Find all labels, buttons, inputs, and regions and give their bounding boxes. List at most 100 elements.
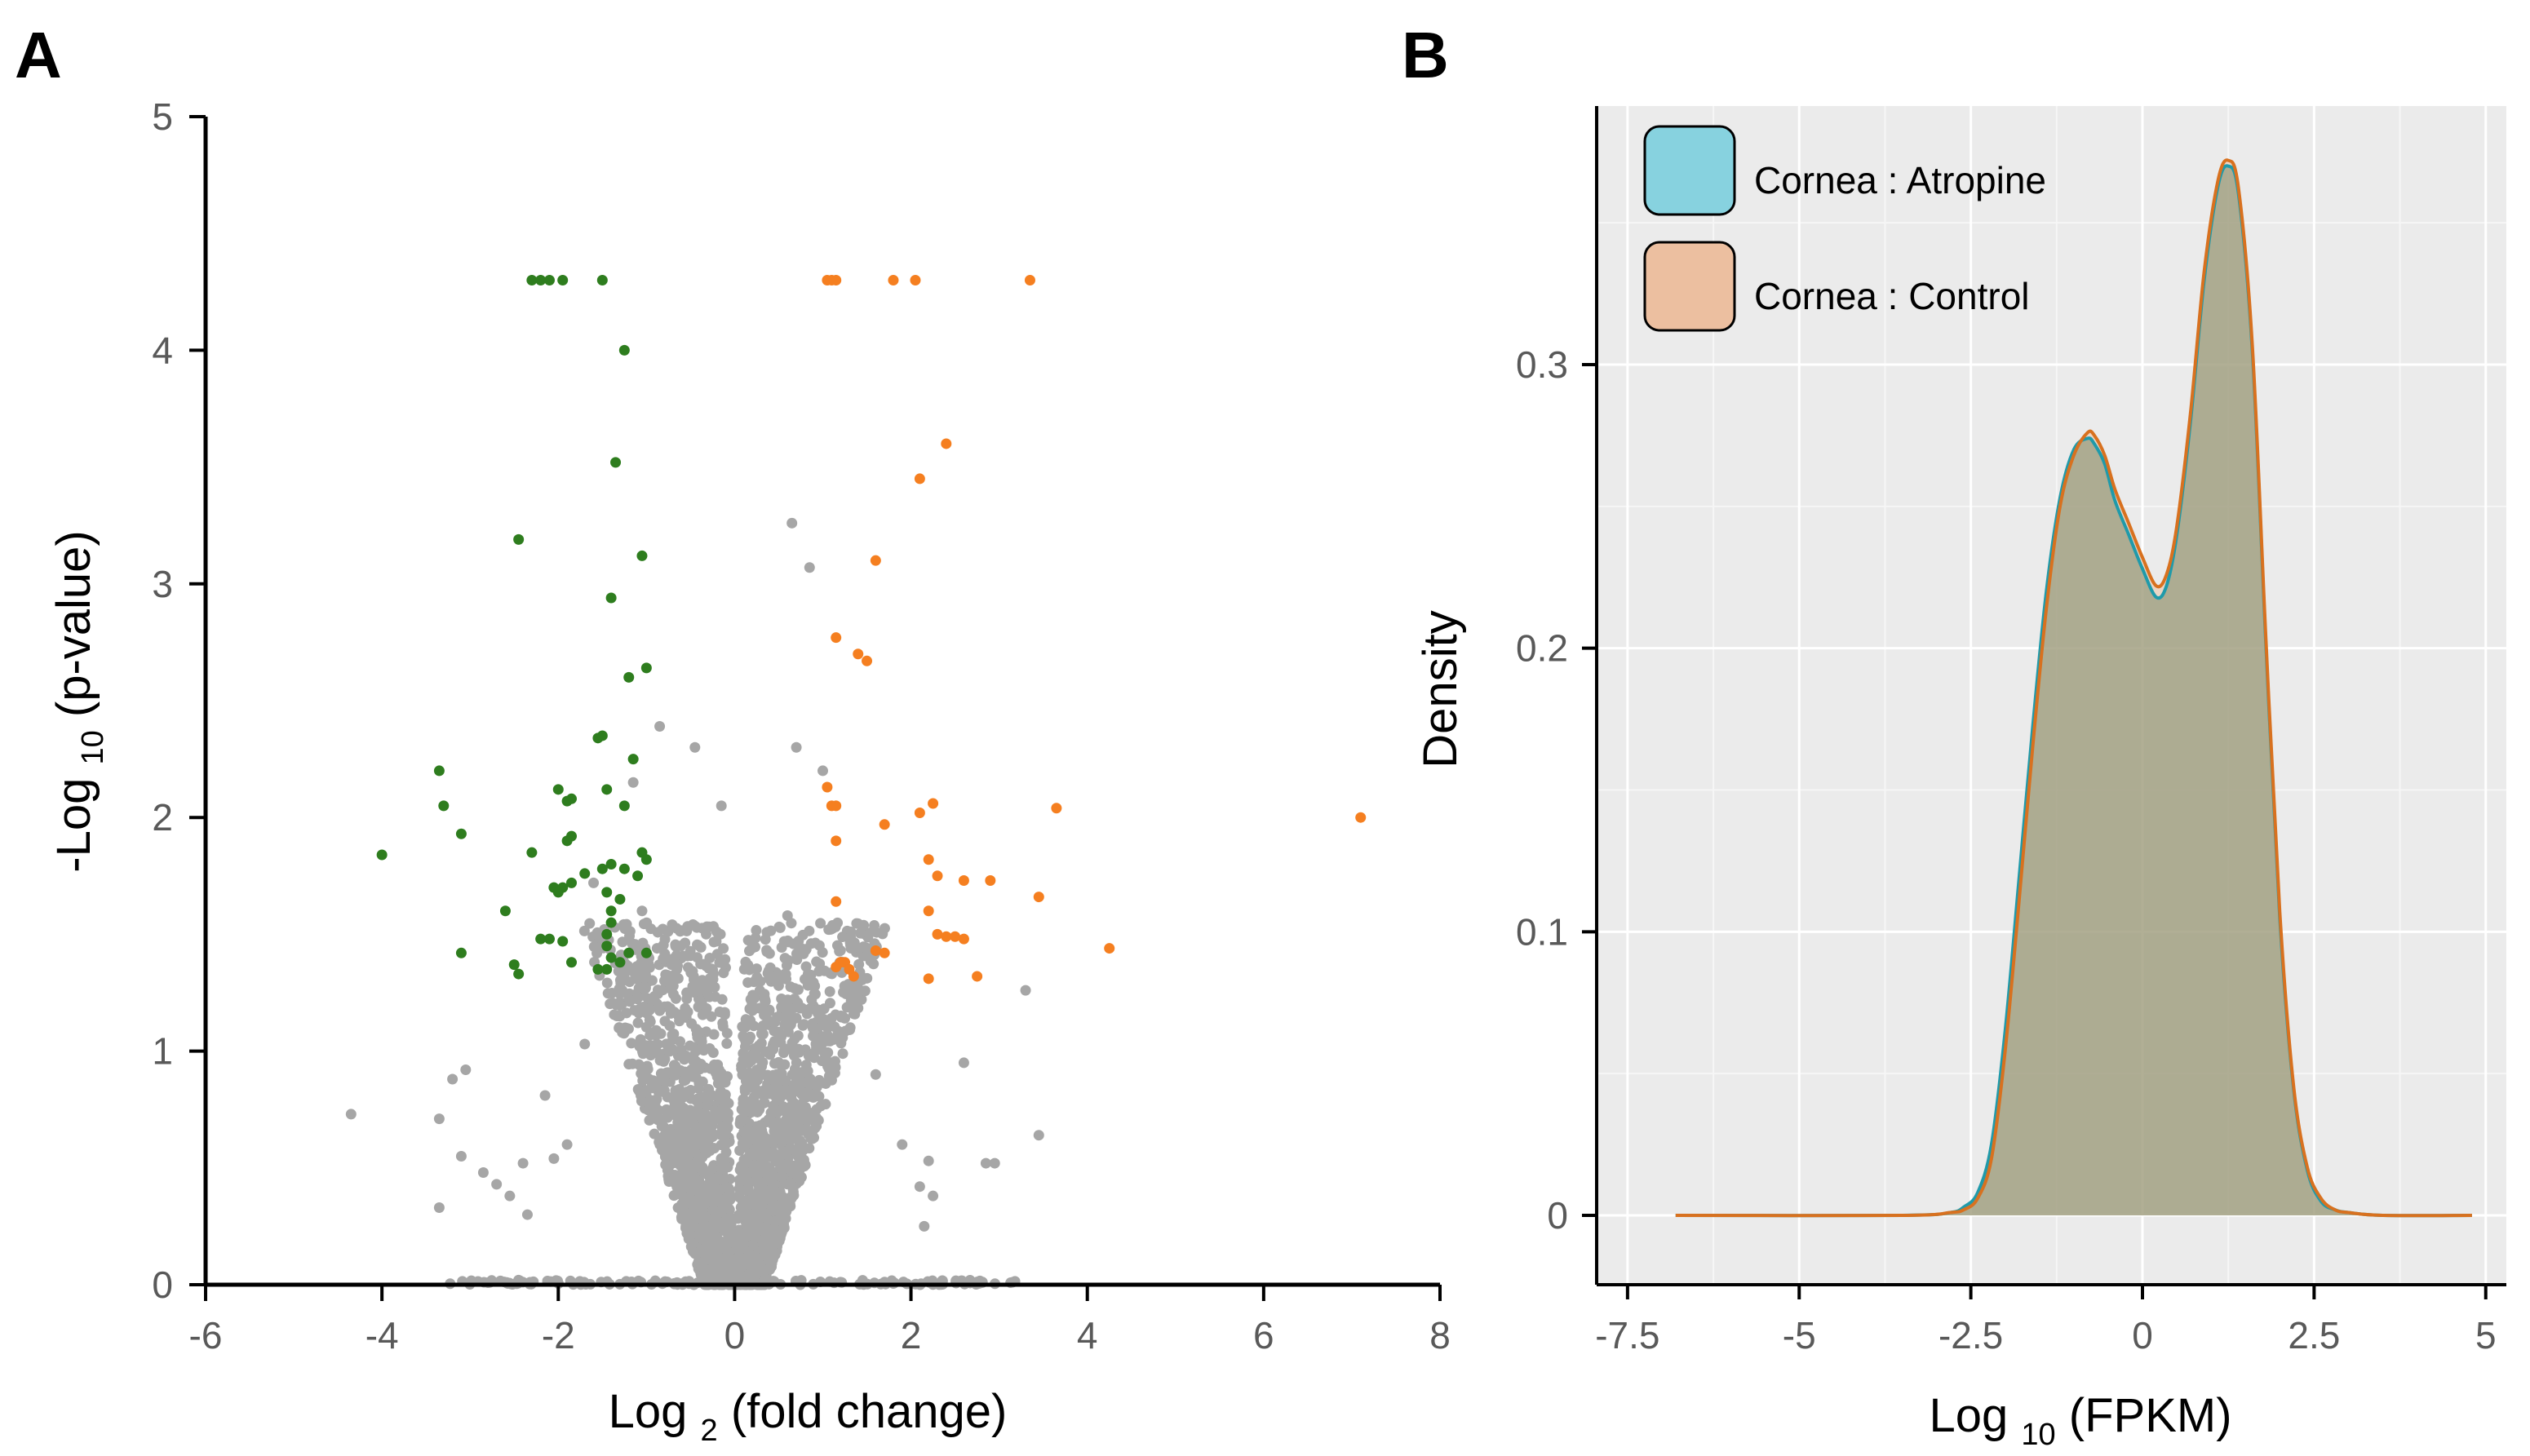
down-point: [596, 730, 608, 741]
ns-point: [879, 923, 890, 934]
ns-point: [652, 985, 663, 996]
ns-point: [747, 989, 759, 1001]
ns-point: [721, 1038, 733, 1049]
ns-point: [769, 1076, 781, 1087]
ns-point: [678, 1191, 689, 1202]
ns-point: [817, 765, 828, 777]
ns-point: [768, 1107, 779, 1118]
up-point: [958, 875, 969, 887]
ns-point: [852, 995, 863, 1007]
ns-point: [693, 1138, 705, 1149]
down-point: [632, 870, 644, 882]
ns-point: [837, 1011, 849, 1022]
ns-point: [687, 1071, 698, 1082]
ns-point: [720, 1252, 732, 1263]
volcano-y-ticks: 0 1 2 3 4 5: [152, 95, 206, 1306]
ns-point: [710, 1257, 721, 1268]
up-point: [932, 870, 943, 882]
ns-point: [989, 1157, 1000, 1169]
ns-point: [758, 1139, 769, 1150]
ns-point: [647, 1108, 658, 1119]
ns-point: [521, 1209, 533, 1220]
ns-point: [782, 909, 793, 921]
ns-point: [719, 1093, 730, 1104]
ns-point: [636, 905, 648, 917]
down-point: [601, 940, 613, 952]
up-point: [862, 655, 873, 666]
up-point: [985, 875, 996, 887]
ns-point: [958, 1057, 969, 1069]
ns-point: [640, 983, 651, 994]
ns-point: [829, 1060, 840, 1071]
ns-point: [782, 935, 794, 946]
ns-point: [788, 1097, 800, 1109]
ns-point: [742, 1183, 754, 1194]
ns-point: [675, 1036, 686, 1047]
ns-point: [602, 988, 614, 999]
ns-point: [742, 1124, 754, 1135]
ns-point: [772, 1151, 783, 1162]
ns-point: [681, 1159, 693, 1171]
ns-point: [742, 1208, 753, 1219]
ns-point: [614, 988, 626, 999]
up-point: [923, 905, 934, 917]
ns-point: [767, 1246, 778, 1257]
ns-point: [791, 741, 802, 753]
ns-point: [735, 1261, 747, 1272]
ns-point: [769, 1223, 780, 1234]
ns-point: [778, 1047, 790, 1059]
up-point: [870, 945, 881, 956]
down-point: [601, 928, 613, 940]
ns-point: [744, 1218, 755, 1229]
ns-point: [831, 940, 843, 951]
ns-point: [738, 1054, 749, 1065]
ns-point: [773, 1095, 784, 1106]
ns-point: [671, 1181, 683, 1193]
ns-point: [786, 517, 798, 529]
down-point: [623, 671, 635, 683]
ns-point: [781, 1206, 792, 1217]
down-point: [526, 847, 538, 858]
ns-point: [705, 1063, 716, 1074]
ns-point: [646, 1040, 658, 1051]
ns-point: [779, 968, 791, 980]
ns-point: [862, 972, 873, 984]
ns-point: [778, 1222, 790, 1233]
ns-point: [455, 1150, 467, 1162]
ns-point: [735, 1202, 747, 1213]
volcano-x-ticks: -6 -4 -2 0 2 4 6 8: [189, 1285, 1451, 1356]
density-x-ticks: -7.5 -5 -2.5 0 2.5 5: [1595, 1285, 2497, 1356]
ns-point: [640, 958, 651, 969]
ns-point: [677, 1140, 689, 1151]
y-tick-label: 2: [152, 796, 173, 839]
legend-swatch: [1643, 241, 1736, 332]
ns-point: [666, 959, 677, 971]
ns-point: [743, 1259, 755, 1271]
ns-point: [814, 958, 826, 970]
ns-point: [756, 1125, 768, 1136]
ns-point: [742, 1157, 753, 1168]
up-point: [822, 781, 833, 793]
up-point: [932, 928, 943, 940]
ns-point: [792, 984, 804, 995]
ns-point: [797, 1125, 809, 1136]
ns-point: [807, 1022, 818, 1033]
ns-point: [686, 1018, 698, 1029]
ns-point: [548, 1153, 560, 1164]
ns-point: [676, 1044, 687, 1055]
ns-point: [693, 1082, 704, 1094]
ns-point: [859, 985, 871, 997]
ns-point: [811, 1033, 822, 1044]
ns-point: [693, 1230, 705, 1241]
ns-point: [676, 1113, 687, 1124]
x-tick-label: -4: [366, 1314, 399, 1356]
ns-point: [784, 1010, 795, 1021]
down-point: [499, 905, 511, 917]
ns-point: [788, 1081, 800, 1092]
up-point: [1355, 812, 1367, 823]
ns-point: [829, 1068, 840, 1079]
ns-point: [723, 1183, 734, 1194]
ns-point: [638, 918, 649, 930]
up-point: [928, 798, 939, 809]
ns-point: [721, 1028, 733, 1039]
